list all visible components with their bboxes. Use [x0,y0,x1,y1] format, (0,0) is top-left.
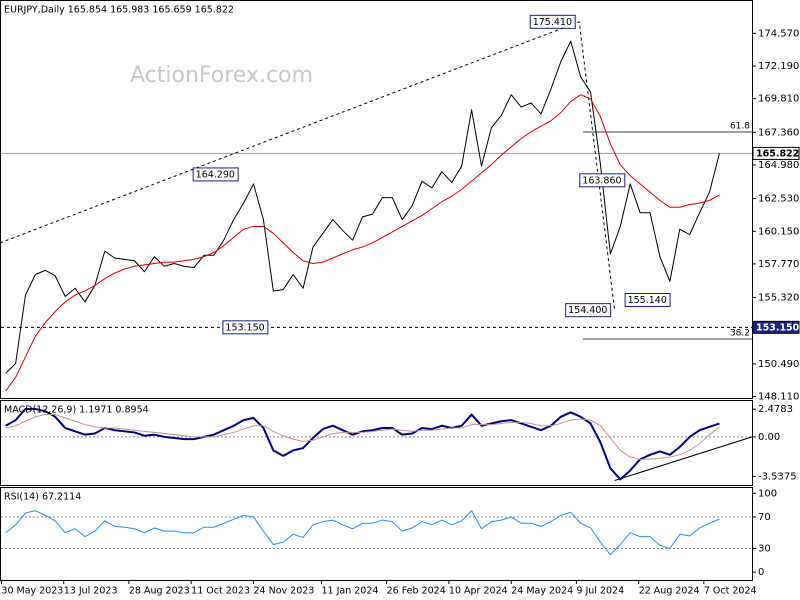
price-annotation [624,293,671,308]
panel-frame [0,0,753,399]
y-tick-label: 169.810 [758,94,799,105]
price-annotation [579,173,626,188]
y-tick-label: 148.110 [758,391,799,402]
price-tag-label: 165.822 [756,148,799,159]
x-tick-label: 22 Aug 2024 [639,586,700,597]
panel-title: MACD(12,26,9) 1.1971 0.8954 [4,405,149,416]
price-annotation-label: 163.860 [582,175,621,186]
y-tick-label: 30 [758,543,771,554]
x-tick-label: 26 Feb 2024 [387,586,446,597]
y-tick-label: 0 [758,567,764,578]
panel-title: RSI(14) 67.2114 [4,492,81,503]
price-annotation [222,320,269,335]
y-tick-label: 174.570 [758,28,799,39]
x-tick-label: 9 Jul 2024 [576,586,624,597]
series-line [5,94,720,392]
x-tick-label: 10 Apr 2024 [449,586,508,597]
x-tick-label: 30 May 2023 [1,586,63,597]
fib-label: 61.8 [730,122,750,132]
price-annotation-label: 164.290 [196,169,235,180]
price-tag [752,146,800,160]
x-tick-label: 28 Aug 2023 [129,586,190,597]
x-tick-label: 7 Oct 2024 [704,586,757,597]
series-line [5,510,720,556]
panel-title: EURJPY,Daily 165.854 165.983 165.659 165… [4,5,234,16]
series-line [5,414,720,460]
x-tick-label: 11 Jan 2024 [321,586,378,597]
y-tick-label: 150.490 [758,359,799,370]
y-tick-label: 162.530 [758,194,799,205]
price-annotation-label: 155.140 [628,295,667,306]
y-tick-label: 172.190 [758,61,799,72]
watermark: ActionForex.com [130,63,313,88]
series-line [5,40,720,374]
price-annotation [529,14,576,29]
y-tick-label: 70 [758,512,771,523]
price-tag-label: 153.150 [756,322,800,333]
fib-label: 38.2 [730,328,750,338]
panel-frame [0,400,753,486]
x-tick-label: 13 Jul 2023 [64,586,118,597]
y-tick-label: 164.980 [758,160,799,171]
price-annotation [192,167,239,182]
y-tick-label: -3.5375 [758,471,797,482]
price-annotation [565,303,612,318]
trend-line [614,436,753,482]
price-annotation-label: 153.150 [225,322,264,333]
y-tick-label: 2.4783 [758,404,793,415]
y-tick-label: 0.00 [758,432,780,443]
y-tick-label: 160.150 [758,226,799,237]
x-tick-label: 24 Nov 2023 [253,586,314,597]
y-tick-label: 157.770 [758,259,799,270]
price-tag [752,320,800,334]
panel-frame [0,487,753,581]
x-tick-label: 11 Oct 2023 [191,586,250,597]
y-tick-label: 100 [758,488,777,499]
y-tick-label: 155.320 [758,293,799,304]
price-annotation-label: 175.410 [533,17,572,28]
series-line [5,407,720,481]
x-tick-label: 24 May 2024 [511,586,573,597]
y-tick-label: 167.360 [758,127,799,138]
price-annotation-label: 154.400 [568,305,607,316]
